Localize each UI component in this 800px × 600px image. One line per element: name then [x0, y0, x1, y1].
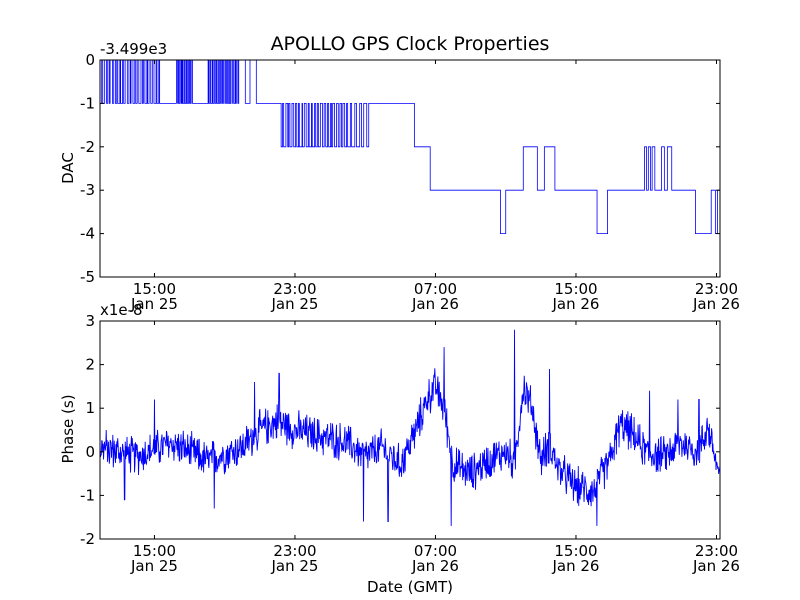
dac-xtick-date-label: Jan 26 [551, 295, 599, 313]
dac-ytick-label: -3 [80, 181, 95, 199]
phase-xtick-date-label: Jan 26 [692, 557, 740, 575]
phase-offset-text: x1e-8 [100, 301, 143, 319]
dac-ytick-label: 0 [85, 51, 95, 69]
dac-xtick-time-label: 23:00 [695, 280, 738, 298]
dac-offset-text: -3.499e3 [100, 40, 167, 58]
phase-plot-frame [99, 320, 721, 540]
phase-xtick-time-label: 15:00 [554, 542, 597, 560]
phase-xtick-date-label: Jan 26 [551, 557, 599, 575]
dac-ytick-label: -1 [80, 94, 95, 112]
phase-xtick-date-label: Jan 26 [411, 557, 459, 575]
chart-title: APOLLO GPS Clock Properties [271, 33, 550, 55]
dac-xtick-date-label: Jan 26 [692, 295, 740, 313]
dac-xtick-date-label: Jan 26 [411, 295, 459, 313]
phase-xtick-time-label: 07:00 [414, 542, 457, 560]
phase-ytick-label: -2 [80, 530, 95, 548]
phase-xtick-time-label: 23:00 [273, 542, 316, 560]
phase-ytick-label: -1 [80, 486, 95, 504]
phase-ytick-label: 2 [85, 356, 95, 374]
phase-xlabel: Date (GMT) [367, 578, 453, 596]
phase-ytick-label: 1 [85, 399, 95, 417]
phase-panel: x1e-8 Phase (s) Date (GMT) 3 2 1 0 -1 -2 15:00… [59, 301, 740, 596]
dac-xtick-date-label: Jan 25 [270, 295, 318, 313]
dac-plot-frame [99, 59, 721, 278]
dac-series-line [100, 60, 720, 234]
phase-xtick-time-label: 15:00 [133, 542, 176, 560]
phase-xtick-date-label: Jan 25 [270, 557, 318, 575]
dac-xtick-time-label: 15:00 [554, 280, 597, 298]
phase-ylabel: Phase (s) [59, 394, 77, 463]
dac-ytick-label: -4 [80, 225, 95, 243]
phase-series-line [100, 329, 720, 526]
dac-ytick-label: -5 [80, 268, 95, 286]
phase-xtick-date-label: Jan 25 [130, 557, 178, 575]
phase-ytick-label: 0 [85, 443, 95, 461]
dac-xtick-time-label: 07:00 [414, 280, 457, 298]
dac-ylabel: DAC [59, 152, 77, 184]
dac-xtick-date-label: Jan 25 [130, 295, 178, 313]
dac-xtick-time-label: 23:00 [273, 280, 316, 298]
dac-ytick-label: -2 [80, 138, 95, 156]
dac-xtick-time-label: 15:00 [133, 280, 176, 298]
phase-xtick-time-label: 23:00 [695, 542, 738, 560]
phase-ytick-label: 3 [85, 312, 95, 330]
